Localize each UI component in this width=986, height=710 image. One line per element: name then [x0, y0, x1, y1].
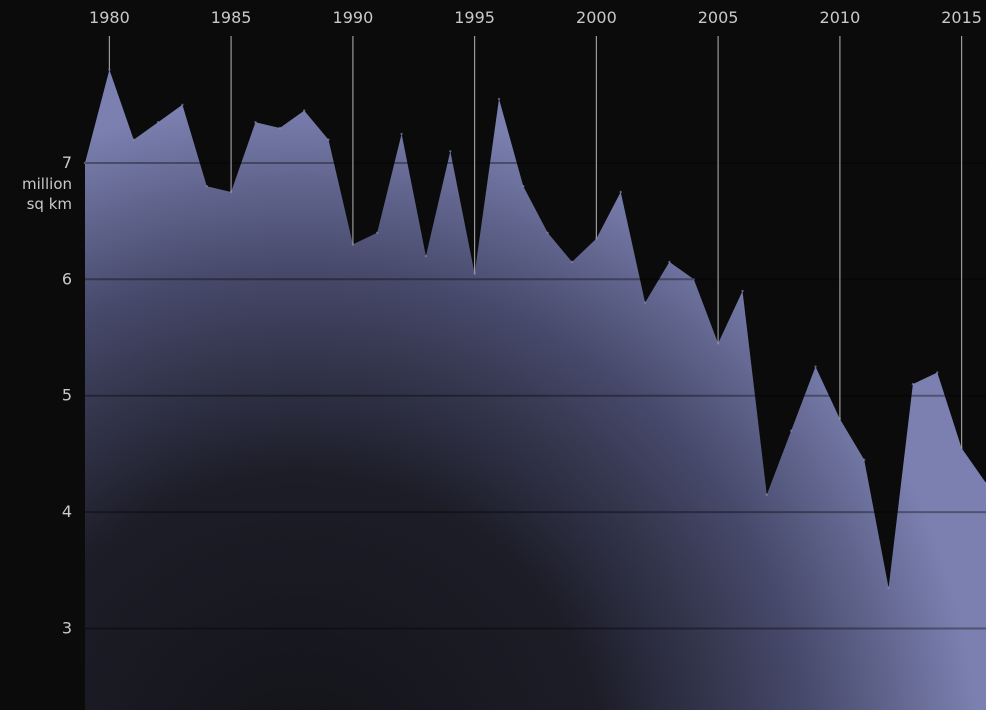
y-tick-label-5: 5 [62, 386, 72, 405]
data-point-2002 [643, 301, 647, 304]
data-point-2003 [668, 260, 671, 264]
data-point-1996 [497, 97, 501, 101]
data-point-2011 [863, 458, 866, 461]
data-point-1979 [83, 161, 87, 165]
x-tick-label-2005: 2005 [698, 8, 739, 27]
data-point-1984 [205, 185, 208, 188]
data-point-2014 [936, 371, 939, 374]
x-tick-label-1980: 1980 [89, 8, 130, 27]
data-point-1981 [132, 138, 135, 141]
label-layer: 1980 1985 1990 1995 2000 2005 2010 2015 3 4 5 6 7 mil… [22, 8, 982, 638]
data-point-2004 [692, 278, 695, 281]
data-point-1988 [303, 109, 306, 112]
x-tick-label-1985: 1985 [211, 8, 252, 27]
sea-ice-area-series [85, 69, 986, 710]
data-point-2012 [887, 586, 890, 589]
x-tick-label-2015: 2015 [941, 8, 982, 27]
data-point-2006 [741, 289, 744, 293]
grid-layer [85, 36, 986, 630]
y-unit-label: sq km [27, 195, 72, 213]
data-point-1982 [156, 121, 160, 124]
data-point-1994 [449, 150, 452, 153]
y-tick-label-7: 7 [62, 153, 72, 172]
data-point-1993 [424, 254, 428, 258]
data-point-1999 [570, 260, 574, 264]
data-point-1997 [522, 185, 525, 188]
data-point-1989 [327, 138, 330, 141]
data-point-2007 [765, 493, 768, 496]
data-point-2008 [790, 429, 793, 432]
x-tick-label-1995: 1995 [454, 8, 495, 27]
data-point-1987 [278, 126, 281, 130]
data-point-2001 [619, 190, 622, 194]
y-unit-label: million [22, 175, 72, 193]
y-tick-label-6: 6 [62, 269, 72, 288]
data-point-1986 [254, 121, 257, 124]
data-point-1998 [546, 231, 549, 234]
y-tick-label-4: 4 [62, 502, 72, 521]
data-point-2013 [911, 382, 915, 386]
data-point-1991 [376, 231, 379, 234]
data-point-1992 [400, 132, 403, 136]
x-tick-label-1990: 1990 [333, 8, 374, 27]
data-point-2009 [814, 365, 817, 368]
data-point-1983 [181, 103, 184, 107]
x-tick-label-2010: 2010 [820, 8, 861, 27]
y-tick-label-3: 3 [62, 619, 72, 638]
x-tick-label-2000: 2000 [576, 8, 617, 27]
